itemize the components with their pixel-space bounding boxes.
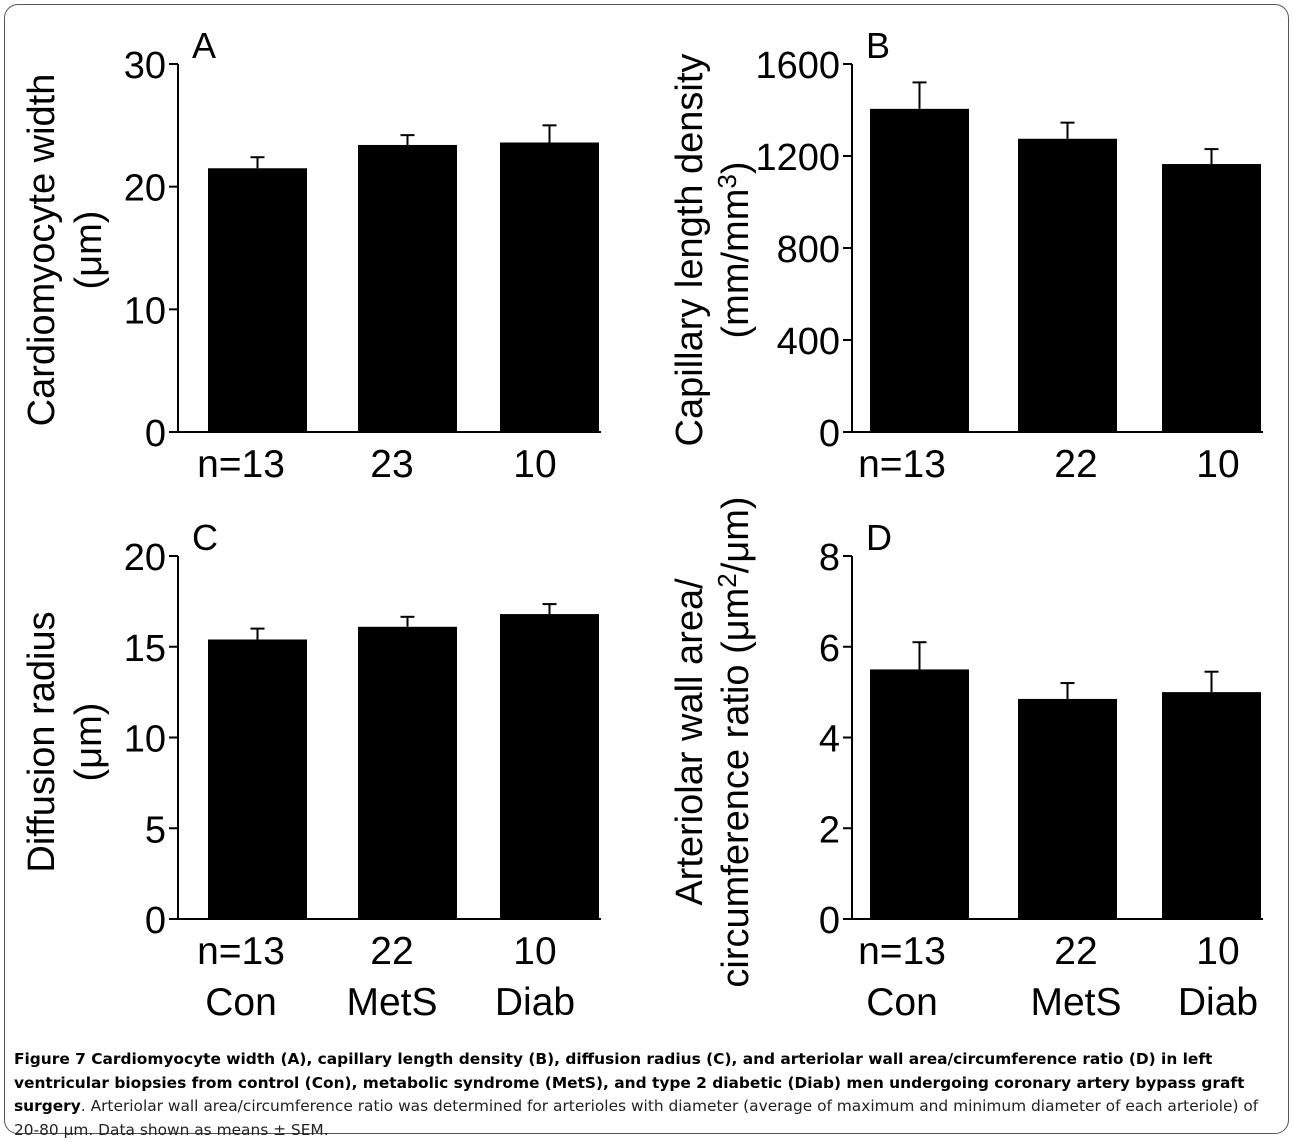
y-tick-label: 5 xyxy=(145,809,166,851)
y-axis-title: (mm/mm3) xyxy=(712,162,757,339)
group-label: Diab xyxy=(495,981,575,1024)
bar xyxy=(358,626,457,919)
chart-panel-d: D 0 2 4 6 8 n=13 22 10 Con MetS Diab Arteriolar wall… xyxy=(669,496,1263,1024)
y-axis-title: (μm) xyxy=(68,211,110,290)
y-tick-label: 0 xyxy=(145,900,166,942)
y-tick-label: 15 xyxy=(124,628,166,670)
chart-panel-a: A 0 10 20 30 n=13 23 10 Cardiomyocyte width (μm) xyxy=(21,25,601,486)
panel-letter: C xyxy=(192,517,218,558)
y-tick-label: 1200 xyxy=(755,137,840,179)
y-axis-title-text: /μm) xyxy=(715,496,757,573)
bar xyxy=(1018,698,1117,919)
y-tick-label: 20 xyxy=(124,168,166,210)
x-tick-label: n=13 xyxy=(197,930,285,973)
y-tick-label: 30 xyxy=(124,45,166,87)
bar xyxy=(1018,138,1117,432)
x-tick-label: 10 xyxy=(1196,443,1239,486)
bar xyxy=(358,144,457,432)
group-label: Con xyxy=(866,981,938,1024)
y-axis-title: circumference ratio (μm2/μm) xyxy=(712,496,757,987)
y-tick-label: 4 xyxy=(819,719,840,761)
x-tick-label: 22 xyxy=(1054,930,1097,973)
bar xyxy=(870,669,969,919)
y-axis-title-text: circumference ratio (μm xyxy=(715,588,757,988)
y-tick-label: 0 xyxy=(819,413,840,455)
group-label: MetS xyxy=(346,981,437,1024)
group-label: MetS xyxy=(1030,981,1121,1024)
figure-caption: Figure 7 Cardiomyocyte width (A), capill… xyxy=(14,1048,1284,1142)
group-label: Con xyxy=(205,981,277,1024)
panel-letter: B xyxy=(866,25,890,66)
x-tick-label: n=13 xyxy=(197,443,285,486)
x-tick-label: 10 xyxy=(513,930,556,973)
chart-panel-b: B 0 400 800 1200 1600 n=13 22 10 Capillary length… xyxy=(669,25,1263,486)
y-tick-label: 20 xyxy=(124,537,166,579)
x-tick-label: 10 xyxy=(1196,930,1239,973)
y-axis-title: Diffusion radius xyxy=(21,611,63,872)
bar xyxy=(1162,164,1261,433)
y-axis-title: Cardiomyocyte width xyxy=(21,74,63,427)
panel-letter: D xyxy=(866,517,892,558)
panel-letter: A xyxy=(192,25,216,66)
x-tick-label: n=13 xyxy=(858,443,946,486)
x-tick-label: 10 xyxy=(513,443,556,486)
y-tick-label: 6 xyxy=(819,628,840,670)
y-tick-label: 400 xyxy=(777,321,840,363)
y-tick-label: 2 xyxy=(819,809,840,851)
x-tick-label: 22 xyxy=(370,930,413,973)
y-axis-title: (μm) xyxy=(68,703,110,782)
x-tick-label: 22 xyxy=(1054,443,1097,486)
x-tick-label: n=13 xyxy=(858,930,946,973)
y-axis-title-superscript: 3 xyxy=(712,174,742,188)
bar xyxy=(1162,692,1261,919)
y-tick-label: 10 xyxy=(124,290,166,332)
bar xyxy=(870,108,969,432)
y-axis-title: Capillary length density xyxy=(669,54,711,447)
y-tick-label: 0 xyxy=(819,900,840,942)
y-tick-label: 0 xyxy=(145,413,166,455)
y-axis-title: Arteriolar wall area/ xyxy=(669,578,711,906)
bar xyxy=(208,168,307,432)
caption-bold: Figure 7 Cardiomyocyte width (A), capill… xyxy=(14,1050,1245,1115)
chart-panel-c: C 0 5 10 15 20 n=13 22 10 Con MetS Diab Diffusion ra… xyxy=(21,517,601,1024)
bar xyxy=(500,614,599,919)
x-tick-label: 23 xyxy=(370,443,413,486)
y-tick-label: 800 xyxy=(777,229,840,271)
y-axis-title-text: ) xyxy=(715,162,757,175)
bar xyxy=(208,639,307,919)
bar xyxy=(500,142,599,433)
y-tick-label: 8 xyxy=(819,537,840,579)
group-label: Diab xyxy=(1178,981,1258,1024)
y-axis-title-superscript: 2 xyxy=(712,573,742,587)
caption-normal: . Arteriolar wall area/circumference rat… xyxy=(14,1097,1259,1139)
y-tick-label: 10 xyxy=(124,719,166,761)
figure-frame xyxy=(4,4,1289,1134)
y-tick-label: 1600 xyxy=(755,45,840,87)
y-axis-title-text: (mm/mm xyxy=(715,189,757,339)
